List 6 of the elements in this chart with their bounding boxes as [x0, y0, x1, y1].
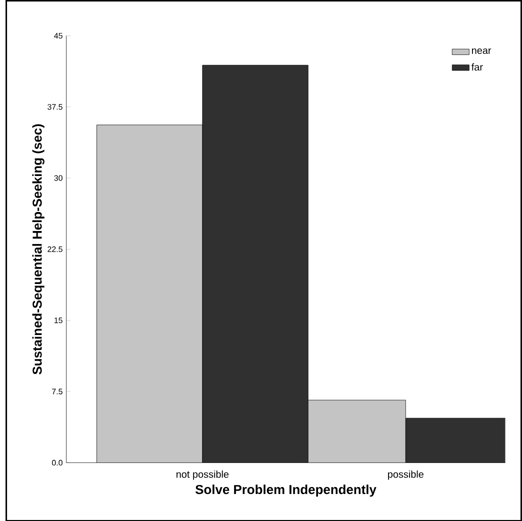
x-axis-title: Solve Problem Independently — [195, 484, 376, 496]
x-tick-label: not possible — [176, 470, 229, 480]
legend-label: far — [472, 63, 483, 70]
legend-label: near — [472, 48, 492, 54]
y-axis-title: Sustained-Sequential Help-Seeking (sec) — [32, 124, 44, 374]
x-tick-label: possible — [388, 470, 424, 480]
